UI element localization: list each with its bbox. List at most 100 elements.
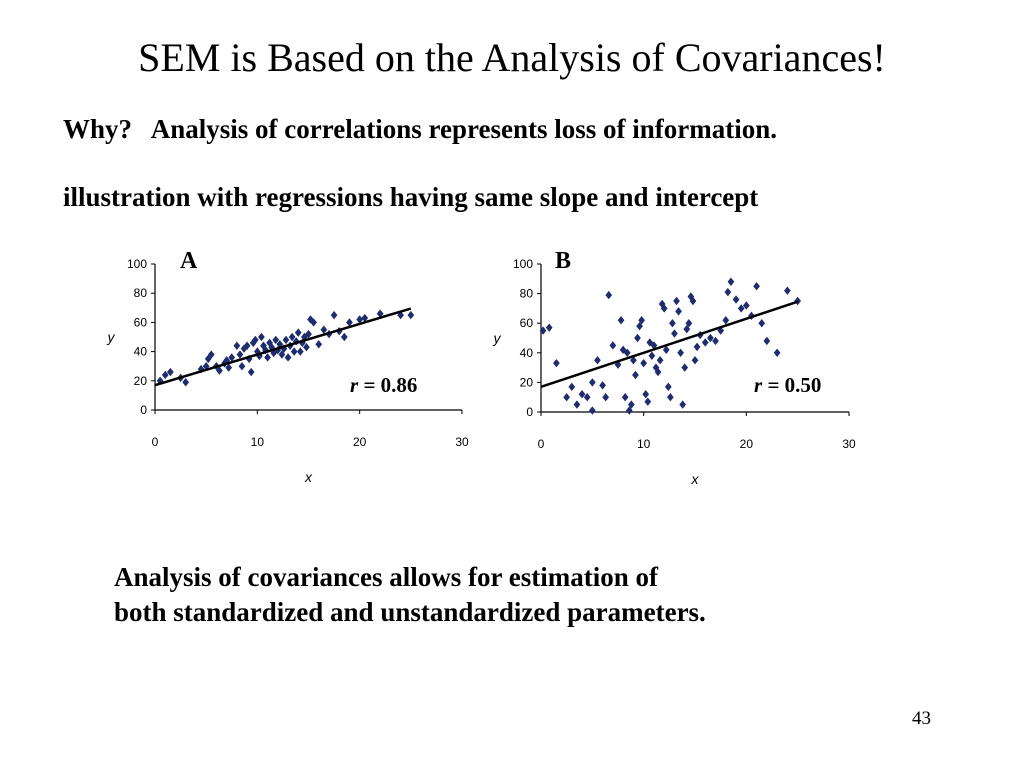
chart-b-data-point	[669, 319, 676, 328]
chart-a-data-point	[346, 318, 353, 327]
chart-b-x-tick-label: 0	[538, 437, 545, 451]
chart-a-data-point	[262, 345, 269, 355]
chart-a-data-point	[290, 347, 298, 356]
chart-b-data-point	[634, 333, 641, 343]
chart-a-data-point	[282, 335, 290, 345]
chart-a-data-point	[288, 332, 296, 342]
chart-b-data-point	[625, 406, 633, 415]
chart-b-data-point	[794, 296, 802, 306]
chart-a-correlation-label: r = 0.86	[350, 373, 417, 397]
chart-b-data-point	[563, 393, 571, 402]
chart-b-data-point	[599, 381, 606, 390]
conclusion-line-2: both standardized and unstandardized par…	[114, 597, 706, 628]
chart-a-data-point	[307, 315, 314, 324]
chart-b-data-point	[689, 296, 697, 306]
chart-a-data-point	[216, 366, 223, 375]
chart-b-data-point	[648, 351, 656, 360]
chart-a-data-point	[296, 347, 304, 356]
chart-a-data-point	[397, 310, 404, 320]
chart-a-data-point	[315, 340, 323, 349]
chart-b-data-point	[545, 323, 553, 332]
chart-b-data-point	[732, 295, 740, 304]
chart-b-r-value: = 0.50	[762, 373, 821, 397]
chart-a-y-axis-label: y	[107, 329, 116, 345]
chart-a-data-point	[251, 335, 259, 345]
chart-b-data-point	[677, 348, 684, 357]
chart-b-data-point	[675, 307, 682, 316]
page-number: 43	[912, 708, 931, 729]
chart-a-regression-line	[154, 307, 412, 387]
chart-a-y-tick-label: 80	[134, 286, 148, 300]
chart-a-y-tick-label: 40	[134, 345, 148, 359]
chart-a-y-tick-label: 0	[140, 403, 147, 417]
chart-a-data-point	[238, 362, 246, 371]
chart-a-data-point	[264, 353, 271, 362]
chart-b-data-point	[727, 277, 735, 286]
chart-b-data-point	[722, 316, 730, 325]
chart-b-data-point	[691, 356, 699, 365]
chart-b-data-point	[758, 319, 766, 328]
chart-a-x-tick-label: 10	[251, 435, 265, 449]
chart-b-data-point	[640, 358, 648, 368]
chart-b-data-point	[642, 390, 650, 399]
chart-b-data-point	[588, 378, 596, 387]
chart-b-data-point	[667, 393, 674, 402]
chart-b-y-tick-label: 60	[520, 316, 534, 330]
chart-a-data-point	[276, 340, 284, 349]
chart-b-data-point	[712, 336, 719, 346]
chart-b-data-point	[671, 329, 678, 338]
chart-b-data-point	[568, 382, 576, 392]
conclusion-line-1: Analysis of covariances allows for estim…	[114, 562, 658, 592]
chart-a-data-point	[305, 329, 312, 339]
chart-b-y-axis-label: y	[493, 330, 502, 346]
chart-b-data-point	[724, 287, 732, 297]
chart-b-data-point	[693, 342, 701, 352]
chart-b-x-tick-label: 10	[637, 437, 651, 451]
chart-a-data-point	[301, 332, 308, 342]
chart-a-data-point	[182, 378, 190, 387]
scatter-chart-a: 0 20 40 60 80 100 0 10 20 30 x y Ar = 0.86	[107, 248, 469, 485]
chart-b-data-point	[753, 282, 760, 291]
chart-b-data-point	[681, 363, 689, 372]
chart-a-data-point	[258, 332, 265, 342]
chart-b-x-tick-label: 20	[740, 437, 754, 451]
chart-b-data-point	[742, 301, 750, 310]
chart-b-data-point	[773, 348, 781, 357]
chart-a-data-point	[330, 310, 338, 320]
chart-a-data-point	[161, 370, 169, 380]
chart-a-x-tick-label: 0	[152, 435, 159, 449]
chart-b-regression-line	[540, 300, 799, 389]
chart-a-data-point	[376, 309, 384, 318]
chart-a-data-point	[225, 363, 233, 372]
chart-a-data-point	[266, 338, 273, 348]
chart-b-correlation-label: r = 0.50	[754, 373, 821, 397]
chart-b-data-point	[632, 370, 639, 380]
chart-b-x-tick-label: 30	[842, 437, 856, 451]
scatter-chart-b: 0 20 40 60 80 100 0 10 20 30 x y Br = 0.50	[493, 248, 856, 487]
chart-b-data-point	[784, 286, 791, 295]
chart-b-data-point	[673, 296, 680, 306]
chart-b-data-point	[609, 341, 617, 350]
chart-b-data-point	[578, 390, 586, 399]
chart-b-y-tick-label: 0	[526, 405, 533, 419]
chart-b-y-tick-label: 20	[520, 375, 534, 389]
chart-a-data-point	[233, 341, 241, 350]
chart-b-data-point	[664, 382, 672, 392]
chart-a-data-point	[356, 315, 364, 324]
chart-b-data-point	[605, 290, 613, 300]
chart-a-data-point	[274, 345, 282, 355]
chart-b-data-point	[623, 348, 631, 357]
chart-b-data-point	[553, 358, 560, 368]
chart-b-data-point	[573, 400, 581, 409]
chart-a-x-tick-label: 30	[455, 435, 469, 449]
chart-a-data-point	[294, 328, 302, 337]
chart-a-x-axis-label: x	[304, 469, 313, 485]
chart-a-y-tick-label: 100	[127, 257, 147, 271]
chart-a-data-point	[320, 325, 328, 334]
chart-b-data-point	[621, 393, 629, 402]
chart-b-data-point	[627, 400, 635, 409]
chart-b-x-axis-label: x	[691, 471, 700, 487]
chart-a-data-point	[361, 313, 369, 323]
chart-a-data-point	[278, 350, 286, 359]
chart-b-data-point	[707, 333, 714, 343]
